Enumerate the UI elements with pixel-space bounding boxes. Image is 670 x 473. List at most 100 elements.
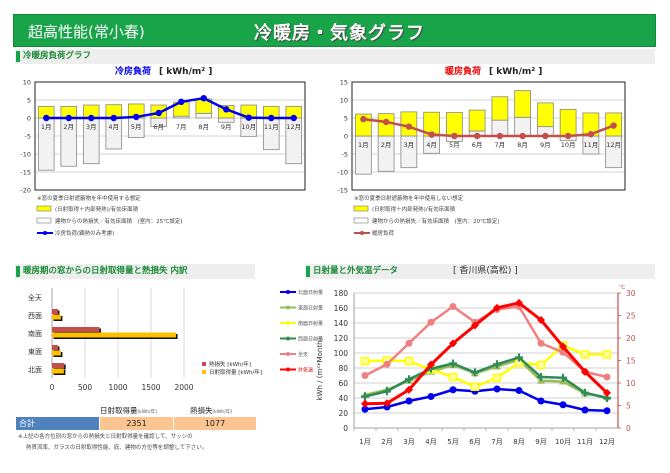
y-tick-label: 東面 xyxy=(28,347,42,356)
y-tick-label: 5 xyxy=(344,115,348,123)
load-point xyxy=(268,114,275,122)
load-line xyxy=(363,117,615,138)
legend-label: 南面日射量 xyxy=(298,320,323,327)
data-point xyxy=(537,339,545,347)
data-point xyxy=(603,407,611,415)
weather-location: [ 香川県(高松) ] xyxy=(453,266,518,276)
x-tick-label: 5月 xyxy=(131,123,142,131)
y-tick-label: 西面 xyxy=(28,312,42,320)
data-point xyxy=(581,406,589,414)
data-point xyxy=(602,350,612,359)
chart-note: ※窓の夏季日射遮蔽物を年中使用する想定 xyxy=(37,194,141,202)
series-line xyxy=(364,301,609,406)
x-tick-label: 11月 xyxy=(577,438,593,446)
totals-table: 合計 2351 1077 xyxy=(16,417,256,430)
gain-bar xyxy=(537,102,554,128)
total-gain-value: 2351 xyxy=(100,417,173,430)
y2-tick-label: 10 xyxy=(626,379,636,388)
data-point xyxy=(559,373,567,382)
y2-tick-label: 25 xyxy=(626,312,636,321)
data-point xyxy=(559,342,567,351)
loss-bar xyxy=(217,117,235,123)
x-tick-label: 7月 xyxy=(495,141,506,149)
plot-frame xyxy=(34,81,306,191)
load-point xyxy=(587,131,595,138)
x-tick-label: 8月 xyxy=(517,141,528,149)
y-axis-label: kWh / (m²*Month) xyxy=(316,337,324,400)
x-tick-label: 11月 xyxy=(264,123,279,131)
legend-swatch-gain xyxy=(353,205,369,212)
legend-label-line: 暖房負荷 xyxy=(372,229,395,237)
load-point xyxy=(88,114,95,122)
legend-label: 日射取得量 [kWh/年] xyxy=(209,368,262,376)
data-point xyxy=(471,321,479,330)
x-tick-label: 10月 xyxy=(555,438,571,446)
chart-note: ※窓の夏季日射遮蔽物を年中使用しない想定 xyxy=(354,194,464,202)
y2-tick-label: 0 xyxy=(626,424,631,433)
weather-chart: 0 20 40 60 80 100 120 140 160 180 0 5 10 15 20 25 30℃ kWh… xyxy=(280,284,636,446)
x-tick-label: 2月 xyxy=(381,141,392,149)
load-point xyxy=(155,109,162,117)
y-tick-label: 160 xyxy=(334,304,349,313)
legend-label: 北面日射量 xyxy=(298,289,323,296)
bar xyxy=(52,345,58,350)
legend-label-loss: 建物からの熱損失／有効床面積 (室内：20℃設定) xyxy=(372,217,499,225)
data-point xyxy=(383,399,391,408)
data-point xyxy=(361,392,369,401)
x-tick-label: 9月 xyxy=(221,123,232,131)
load-point xyxy=(178,98,185,105)
gain-bar xyxy=(559,108,577,137)
y-tick-label: -10 xyxy=(337,169,348,177)
load-point xyxy=(451,132,458,140)
legend-label-gain: (日射取得＋内部発熱)/有効床面積 xyxy=(55,205,139,213)
x-tick-label: 11月 xyxy=(583,141,598,149)
load-point xyxy=(519,132,526,140)
data-point xyxy=(383,360,391,368)
data-point xyxy=(405,397,413,405)
y-tick-label: 140 xyxy=(334,319,349,328)
y-tick-label: 北面 xyxy=(28,366,42,374)
x-tick-label: 8月 xyxy=(513,438,524,446)
data-point xyxy=(603,373,611,381)
y-tick-label: 10 xyxy=(23,79,31,87)
load-point xyxy=(405,123,413,130)
y-tick-label: 5 xyxy=(27,97,31,105)
page-header: 超高性能(常小春) 冷暖房・気象グラフ xyxy=(13,14,656,47)
y-tick-label: -20 xyxy=(20,187,31,195)
y-tick-label: 120 xyxy=(334,334,349,343)
y2-tick-label: 15 xyxy=(626,357,636,366)
section-load-graph: 冷暖房負荷グラフ xyxy=(15,49,655,64)
data-point xyxy=(361,405,369,413)
data-point xyxy=(470,382,480,391)
data-point xyxy=(581,388,589,397)
bar xyxy=(52,350,61,356)
x-tick-label: 500 xyxy=(78,383,93,392)
x-tick-label: 9月 xyxy=(535,438,546,446)
legend-swatch-loss xyxy=(353,217,369,224)
legend-label-line: 冷房負荷(顕熱のみ考慮) xyxy=(55,229,114,237)
chart-title: 冷房負荷 xyxy=(115,65,151,77)
legend-label: 外気温 xyxy=(298,367,313,374)
legend-label-gain: (日射取得＋内部発熱)/有効床面積 xyxy=(372,205,456,213)
x-tick-label: 5月 xyxy=(447,438,458,446)
chart-title: 暖房負荷 xyxy=(445,65,481,77)
y-tick-label: -10 xyxy=(20,151,31,159)
x-tick-label: 8月 xyxy=(198,123,209,131)
legend-marker xyxy=(286,305,290,310)
legend-label: 東面日射量 xyxy=(298,305,323,312)
x-tick-label: 1000 xyxy=(108,383,127,392)
y2-tick-label: 5 xyxy=(626,402,631,411)
bar xyxy=(52,327,100,332)
data-point xyxy=(427,393,435,400)
section-weather: 日射量と外気温データ [ 香川県(高松) ] xyxy=(305,264,655,279)
gain-bar xyxy=(446,112,463,137)
load-point xyxy=(245,114,252,121)
data-point xyxy=(427,360,435,369)
x-tick-label: 10月 xyxy=(241,123,256,131)
header-subtitle: 超高性能(常小春) xyxy=(28,23,145,41)
data-point xyxy=(493,385,501,393)
legend-marker xyxy=(286,367,290,372)
x-tick-label: 6月 xyxy=(469,438,480,446)
y-tick-label: 10 xyxy=(340,97,348,105)
